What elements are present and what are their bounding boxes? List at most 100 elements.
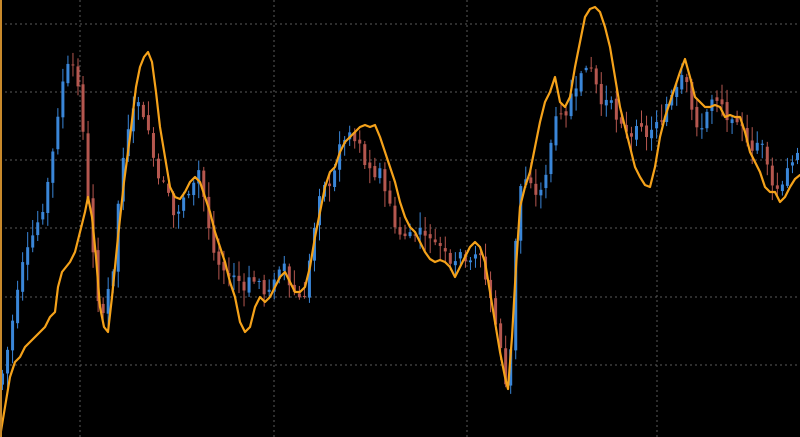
candle-body-bullish xyxy=(519,186,523,241)
candle-body-bullish xyxy=(41,211,45,220)
candle-body-bullish xyxy=(609,100,613,103)
candle-body-bullish xyxy=(705,111,709,129)
candle-body-bearish xyxy=(76,66,80,87)
candle-body-bullish xyxy=(680,75,684,90)
candle-body-bearish xyxy=(735,116,739,123)
candle-body-bullish xyxy=(272,279,276,292)
moving-average-line xyxy=(0,5,800,437)
candle-body-bullish xyxy=(655,122,659,129)
candle-body-bearish xyxy=(499,323,503,348)
candle-body-bearish xyxy=(443,248,447,252)
candle-body-bullish xyxy=(650,129,654,139)
candle-body-bearish xyxy=(599,83,603,105)
candle-body-bearish xyxy=(715,97,719,101)
candle-body-bearish xyxy=(559,113,563,115)
candle-body-bearish xyxy=(297,293,301,298)
candle-body-bearish xyxy=(438,243,442,246)
candle-body-bearish xyxy=(242,281,246,291)
candle-body-bearish xyxy=(529,177,533,184)
candle-body-bearish xyxy=(101,303,105,314)
candle-body-bearish xyxy=(690,81,694,110)
candle-body-bullish xyxy=(604,99,608,106)
candle-body-bullish xyxy=(61,81,65,118)
candle-body-bearish xyxy=(262,280,266,295)
candle-body-bullish xyxy=(6,349,10,374)
candle-body-bearish xyxy=(745,128,749,143)
candle-body-bearish xyxy=(614,98,618,120)
candle-body-bullish xyxy=(56,116,60,150)
candle-body-bullish xyxy=(549,142,553,175)
candle-body-bullish xyxy=(136,102,140,107)
candle-body-bearish xyxy=(594,68,598,85)
candle-body-bullish xyxy=(257,280,261,282)
candle-body-bearish xyxy=(629,133,633,137)
candle-body-bullish xyxy=(16,289,20,324)
candle-body-bullish xyxy=(378,168,382,179)
candle-body-bearish xyxy=(775,185,779,189)
candle-body-bullish xyxy=(66,63,70,84)
candle-body-bearish xyxy=(534,183,538,195)
candle-body-bullish xyxy=(574,88,578,97)
candle-body-bearish xyxy=(328,183,332,187)
candle-body-bearish xyxy=(146,115,150,131)
candle-body-bearish xyxy=(640,123,644,127)
candle-body-bearish xyxy=(383,169,387,192)
candle-body-bearish xyxy=(86,133,90,200)
candle-body-bullish xyxy=(277,269,281,280)
candle-body-bearish xyxy=(433,239,437,243)
candle-body-bearish xyxy=(167,183,171,193)
candle-body-bearish xyxy=(358,139,362,144)
candle-body-bearish xyxy=(212,225,216,253)
candle-body-bearish xyxy=(373,166,377,178)
candle-body-bearish xyxy=(770,165,774,186)
candle-body-bearish xyxy=(750,140,754,151)
candle-body-bearish xyxy=(479,253,483,256)
candle-body-bearish xyxy=(398,227,402,235)
candle-body-bearish xyxy=(413,234,417,236)
candle-body-bullish xyxy=(267,289,271,292)
candle-body-bearish xyxy=(589,67,593,69)
candle-body-bullish xyxy=(307,260,311,298)
candle-body-bullish xyxy=(282,263,286,272)
candle-body-bearish xyxy=(725,102,729,121)
candle-body-bullish xyxy=(458,252,462,259)
candle-body-bearish xyxy=(685,77,689,83)
candle-body-bullish xyxy=(21,262,25,292)
candle-body-bearish xyxy=(695,106,699,128)
candle-body-bullish xyxy=(11,320,15,351)
candle-body-bullish xyxy=(333,170,337,187)
candle-body-bearish xyxy=(156,158,160,179)
candle-body-bearish xyxy=(403,233,407,237)
candle-body-bullish xyxy=(730,119,734,124)
candle-body-bearish xyxy=(237,275,241,281)
candle-body-bearish xyxy=(368,162,372,169)
candle-body-bearish xyxy=(81,84,85,132)
candle-body-bullish xyxy=(177,211,181,214)
candle-body-bearish xyxy=(619,117,623,124)
candle-body-bullish xyxy=(106,288,110,314)
candle-body-bearish xyxy=(564,111,568,116)
candle-body-bullish xyxy=(544,174,548,189)
candle-body-bearish xyxy=(363,144,367,166)
candle-body-bullish xyxy=(187,193,191,196)
candle-body-bearish xyxy=(660,120,664,122)
candle-body-bearish xyxy=(162,180,166,182)
candle-body-bullish xyxy=(780,184,784,192)
candle-body-bullish xyxy=(36,222,40,236)
candle-body-bullish xyxy=(468,260,472,263)
candle-body-bearish xyxy=(141,104,145,118)
candle-body-bullish xyxy=(584,67,588,71)
candle-body-bullish xyxy=(554,116,558,146)
candle-body-bullish xyxy=(338,144,342,170)
candle-body-bearish xyxy=(172,193,176,216)
candle-body-bearish xyxy=(504,348,508,385)
candle-body-bullish xyxy=(26,247,30,265)
candle-body-bearish xyxy=(388,190,392,204)
candle-body-bullish xyxy=(473,254,477,259)
candle-body-bullish xyxy=(46,181,50,214)
candle-body-bearish xyxy=(645,125,649,138)
candle-body-bullish xyxy=(785,168,789,186)
candle-body-bullish xyxy=(514,240,518,351)
